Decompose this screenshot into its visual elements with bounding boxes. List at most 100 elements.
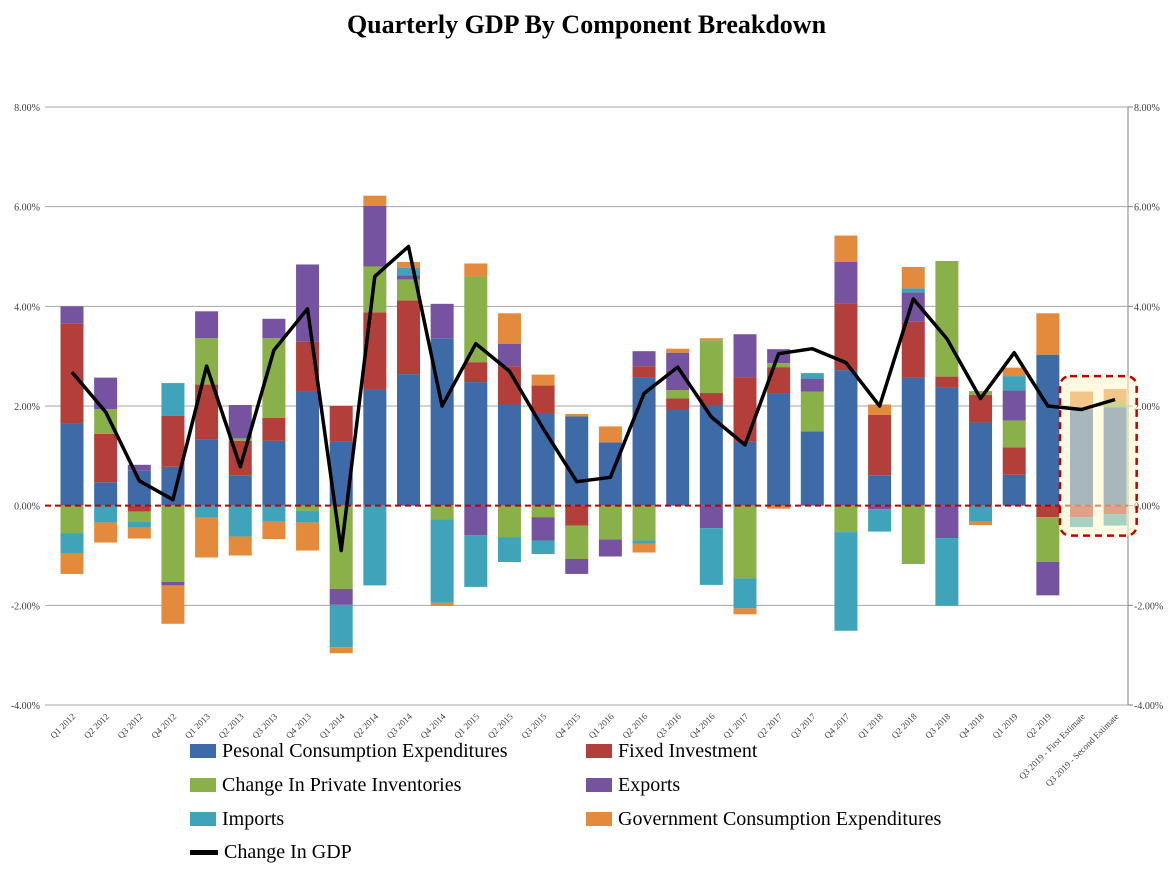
bar-segment [935, 538, 959, 606]
bar-segment [127, 464, 151, 471]
bar-segment [195, 505, 219, 518]
bar-segment [565, 525, 589, 559]
bar-segment [296, 391, 320, 506]
bar-segment [969, 391, 993, 396]
bar-segment [733, 608, 757, 615]
bar-segment [666, 348, 690, 353]
bar-segment [733, 505, 757, 579]
bar-segment [868, 404, 892, 415]
bar-segment [699, 340, 723, 394]
x-tick-label: Q4 2017 [822, 711, 852, 741]
x-tick-label: Q3 2015 [519, 711, 549, 741]
gdp-line [70, 244, 1116, 553]
bar-segment [262, 440, 286, 506]
bar-segment [598, 539, 622, 557]
bar-segment [565, 416, 589, 506]
bar-segment [363, 205, 387, 267]
y-tick-label-left: 8.00% [14, 103, 40, 114]
legend-label-imports: Imports [222, 807, 285, 830]
bar-segment [834, 370, 858, 506]
x-tick-label: Q2 2017 [755, 711, 785, 741]
bar-segment [699, 528, 723, 585]
bar-segment [363, 505, 387, 586]
bar-segment [228, 438, 252, 441]
bar-segment [195, 311, 219, 339]
y-tick-label-right: 8.00% [1134, 103, 1160, 114]
bar-segment [666, 409, 690, 506]
bar-segment [397, 279, 420, 301]
bar-segment [329, 604, 353, 648]
bar-segment [94, 522, 118, 543]
bar-segment [94, 505, 118, 523]
bar-segment [195, 384, 219, 440]
bar-segment [767, 505, 791, 509]
bar-segment [60, 505, 84, 534]
y-tick-label-right: -4.00% [1134, 701, 1163, 712]
y-tick-label-left: 6.00% [14, 203, 40, 214]
legend: Pesonal Consumption Expenditures Fixed I… [190, 738, 1090, 872]
bar-segment [935, 387, 959, 506]
bar-segment [60, 306, 84, 324]
x-tick-label: Q2 2014 [351, 711, 381, 741]
x-tick-label: Q2 2015 [486, 711, 516, 741]
legend-swatch-fixed-investment [586, 744, 612, 758]
bar-segment [60, 423, 84, 506]
y-tick-label-left: 4.00% [14, 302, 40, 313]
bar-segment [161, 581, 185, 586]
bar-segment [329, 588, 353, 605]
bar-segment [464, 382, 488, 506]
bar-segment [195, 338, 219, 385]
bar-segment [733, 334, 757, 378]
bar-segment [531, 385, 555, 413]
bar-segment [1036, 313, 1060, 355]
bar-segment [497, 366, 521, 405]
legend-swatch-gdp [190, 849, 218, 855]
y-tick-label-right: -2.00% [1134, 601, 1163, 612]
x-tick-label: Q4 2013 [284, 711, 314, 741]
bar-segment [666, 352, 690, 391]
bar-segment [868, 509, 892, 532]
bar-segment [464, 263, 488, 277]
bar-segment [127, 505, 151, 512]
bar-segment [1002, 474, 1026, 506]
bar-segment [767, 363, 791, 368]
chart-title: Quarterly GDP By Component Breakdown [346, 10, 827, 39]
legend-label-exports: Exports [618, 773, 681, 796]
bar-segment [161, 383, 185, 416]
y-tick-label-right: 4.00% [1134, 302, 1160, 313]
bar-segment [1002, 376, 1026, 391]
bar-segment [901, 505, 925, 564]
bar-segment [397, 267, 420, 276]
y-tick-label-left: 2.00% [14, 402, 40, 413]
bar-segment [430, 602, 454, 606]
bar-segment [1036, 561, 1060, 596]
legend-swatch-inventories [190, 778, 216, 792]
bar-segment [935, 260, 959, 377]
bar-segment [969, 395, 993, 423]
bar-segment [1036, 505, 1060, 518]
y-tick-label-right: 2.00% [1134, 402, 1160, 413]
bar-segment [195, 439, 219, 506]
bar-segment [228, 405, 252, 439]
bar-segment [531, 374, 555, 386]
bar-segment [834, 303, 858, 371]
bar-segment [598, 505, 622, 540]
bar-segment [497, 343, 521, 367]
bar-segment [565, 558, 589, 574]
bar-segment [60, 533, 84, 554]
bar-segment [834, 532, 858, 631]
bar-segment [296, 522, 320, 551]
bar-segment [699, 505, 723, 529]
legend-item-inventories: Change In Private Inventories [190, 772, 461, 798]
x-tick-label: Q3 2016 [654, 711, 684, 741]
bar-segment [161, 585, 185, 624]
x-tick-label: Q1 2013 [183, 711, 213, 741]
bar-segment [127, 527, 151, 539]
x-tick-label: Q4 2014 [418, 711, 448, 741]
bar-segment [800, 391, 824, 432]
legend-item-fixed-investment: Fixed Investment [586, 738, 757, 764]
legend-item-gdp: Change In GDP [190, 839, 352, 865]
x-tick-label: Q1 2017 [721, 711, 751, 741]
legend-item-government: Government Consumption Expenditures [586, 806, 941, 832]
